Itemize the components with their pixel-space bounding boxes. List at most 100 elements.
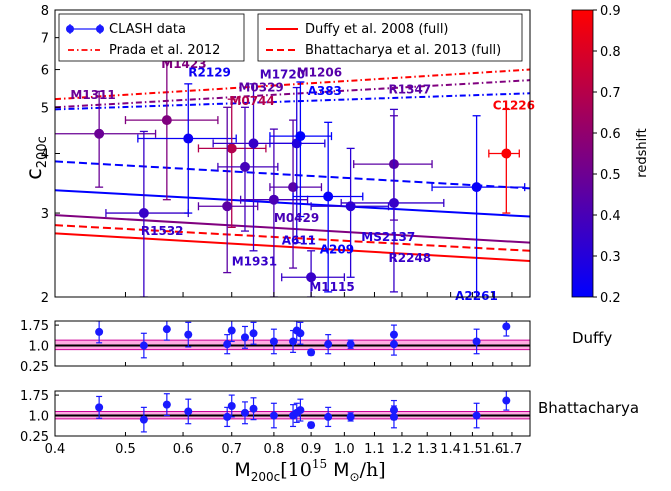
data-point (340, 108, 445, 293)
data-point (55, 90, 157, 188)
residual-point (346, 339, 355, 349)
xtick-label: 0.6 (173, 442, 194, 457)
colorbar-tick-label: 0.8 (600, 45, 621, 60)
cluster-label: MS2137 (361, 230, 415, 244)
residual-point (389, 332, 398, 356)
residual-point (472, 328, 481, 355)
residual-point (162, 393, 171, 417)
cluster-label: R2129 (188, 66, 231, 80)
main-ytick-label: 6 (41, 64, 49, 79)
legend: CLASH data Prada et al. 2012 Duffy et al… (58, 13, 523, 62)
xtick-label: 1.6 (482, 442, 503, 457)
main-ytick-label: 8 (41, 4, 49, 19)
residual-point (95, 321, 104, 344)
model-line (55, 92, 530, 111)
residual-point (139, 406, 148, 433)
colorbar-tick-label: 0.7 (600, 86, 621, 101)
data-point (217, 106, 279, 232)
cluster-label: A611 (282, 233, 316, 247)
cluster-label: R1532 (141, 224, 184, 238)
residual-point (269, 402, 278, 429)
residual-frame-duffy (54, 320, 531, 367)
residual-point (296, 398, 305, 422)
main-ytick-label: 2 (41, 291, 49, 306)
xtick-label: 1.4 (440, 442, 461, 457)
residual-frame-bhattacharya (54, 390, 531, 437)
residual-point (324, 334, 333, 355)
residual-ytick-label: 1.75 (20, 389, 49, 404)
cluster-label: C1226 (493, 98, 535, 112)
residual-point (249, 397, 258, 421)
residual-ytick-label: 1.75 (20, 319, 49, 334)
residual-point (184, 321, 193, 348)
y-axis-label: c200c (22, 136, 50, 180)
data-point (124, 60, 219, 201)
cluster-label: M1115 (309, 280, 354, 294)
cluster-label: M1206 (297, 66, 342, 80)
xtick-label: 1.3 (417, 442, 438, 457)
legend-box-right (257, 13, 523, 62)
residual-point (240, 325, 249, 349)
residual-ytick-label: 1.0 (28, 410, 49, 425)
residual-point (227, 321, 236, 343)
residual-point (139, 332, 148, 359)
colorbar-tick-label: 0.6 (600, 127, 621, 142)
colorbar-gradient (571, 9, 594, 298)
model-line (55, 79, 530, 109)
residual-point (307, 348, 316, 357)
residual-point (389, 405, 398, 429)
residual-panel-duffy: 1.75 1.0 0.25 Duffy (20, 319, 612, 375)
model-line (55, 68, 530, 101)
colorbar: 0.2 0.3 0.4 0.5 0.6 0.7 0.8 0.9 redshift (571, 4, 650, 306)
residual-point (289, 329, 298, 353)
cluster-label: A383 (308, 84, 342, 98)
data-point (488, 108, 520, 214)
main-ytick-label: 7 (41, 32, 49, 47)
data-point (310, 147, 390, 278)
residual-point (223, 334, 232, 355)
cluster-label: M0329 (238, 80, 283, 94)
cluster-label: R2248 (389, 251, 432, 265)
residual-point (472, 402, 481, 429)
legend-box-left (58, 13, 245, 62)
legend-label-bhattacharya: Bhattacharya et al. 2013 (full) (305, 43, 501, 58)
residual-ytick-label: 1.0 (28, 340, 49, 355)
cluster-label: M0744 (229, 94, 274, 108)
xtick-label: 1.0 (334, 442, 355, 457)
xtick-label: 1.2 (392, 442, 413, 457)
data-point (431, 115, 526, 297)
data-point (137, 83, 237, 214)
xtick-label: 1.1 (364, 442, 385, 457)
residual-point (95, 395, 104, 419)
residual-label-bhattacharya: Bhattacharya (538, 399, 639, 417)
residual-point (307, 421, 316, 430)
xtick-label: 1.7 (502, 442, 523, 457)
data-point (197, 98, 267, 228)
main-ytick-label: 5 (41, 101, 49, 116)
legend-label-duffy: Duffy et al. 2008 (full) (305, 22, 449, 37)
data-point (197, 106, 259, 274)
residual-point (184, 398, 193, 425)
residual-point (346, 412, 355, 422)
residual-point (296, 321, 305, 345)
cluster-label: A209 (320, 242, 354, 256)
residual-point (240, 401, 249, 425)
x-axis-label: M200c[1015 M⊙/h] (234, 457, 385, 484)
xtick-label: 0.7 (221, 442, 242, 457)
residual-point (502, 321, 511, 337)
xtick-label: 0.4 (45, 442, 66, 457)
residual-point (249, 321, 258, 345)
cluster-label: M1311 (70, 88, 115, 102)
colorbar-label: redshift (635, 128, 650, 177)
xtick-label: 1.5 (462, 442, 483, 457)
main-ytick-label: 4 (41, 148, 49, 163)
cluster-label: R1347 (389, 82, 432, 96)
xtick-label: 0.9 (301, 442, 322, 457)
residual-ytick-label: 0.25 (20, 430, 49, 445)
data-point (281, 250, 346, 297)
data-point (105, 130, 189, 297)
cluster-label: M1931 (232, 254, 277, 268)
residual-point (502, 391, 511, 411)
cluster-label: M0429 (274, 211, 319, 225)
